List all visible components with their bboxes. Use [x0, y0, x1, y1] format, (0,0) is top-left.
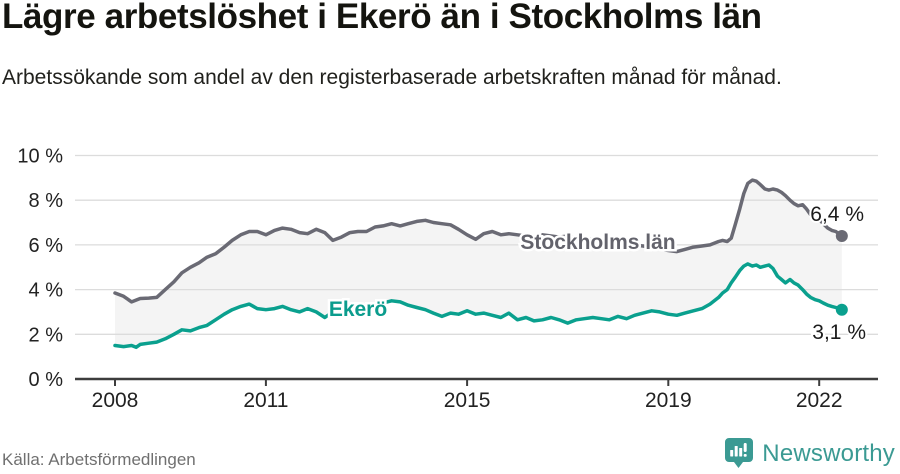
x-tick-label-2019: 2019 [645, 389, 692, 412]
newsworthy-chart-bubble-icon [725, 438, 754, 468]
area-between-series [115, 180, 842, 348]
end-value-stockholm: 6,4 % [810, 203, 864, 226]
newsworthy-logo: Newsworthy [724, 437, 895, 470]
x-tick-label-2015: 2015 [444, 389, 491, 412]
newsworthy-wordmark: Newsworthy [762, 439, 895, 467]
y-tick-label-8: 8 % [29, 190, 64, 212]
x-tick-label-2008: 2008 [92, 389, 139, 412]
series-line-ekero [113, 262, 844, 350]
source-note: Källa: Arbetsförmedlingen [2, 450, 196, 469]
y-tick-label-10: 10 % [17, 146, 63, 168]
series-end-dot-ekero [835, 303, 848, 316]
x-tick-label-2011: 2011 [243, 389, 288, 412]
y-tick-label-0: 0 % [29, 369, 64, 391]
page-title: Lägre arbetslöshet i Ekerö än i Stockhol… [2, 0, 762, 36]
series-line-stockholm [113, 178, 844, 304]
series-label-stockholm: Stockholms län [520, 231, 675, 254]
y-tick-label-6: 6 % [29, 235, 64, 257]
chart-subtitle: Arbetssökande som andel av den registerb… [2, 66, 782, 89]
y-tick-label-2: 2 % [29, 324, 64, 346]
series-end-dot-stockholm [835, 229, 848, 242]
end-value-ekero: 3,1 % [812, 321, 866, 344]
series-label-ekero: Ekerö [329, 298, 387, 321]
y-tick-label-4: 4 % [29, 280, 64, 302]
x-tick-label-2022: 2022 [796, 389, 843, 412]
